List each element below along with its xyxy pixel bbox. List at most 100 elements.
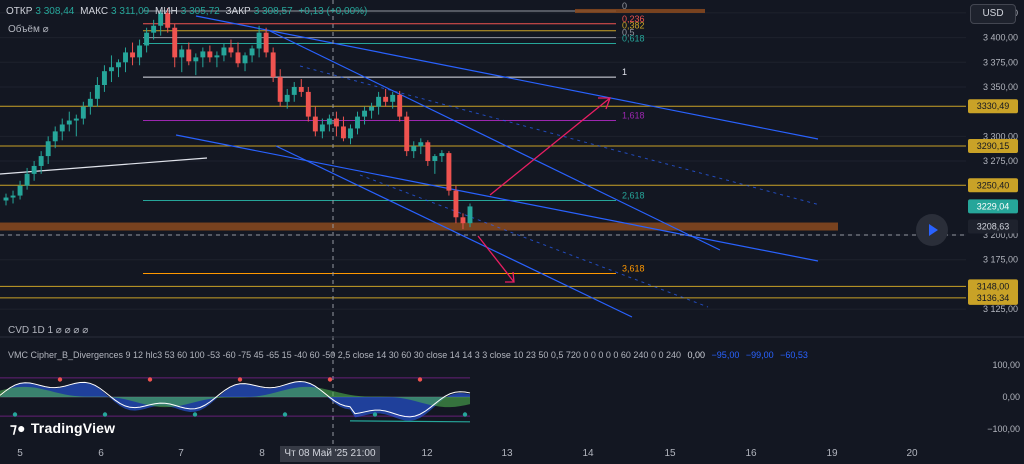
projection-arrows [477,97,611,283]
open-value: 3 308,44 [35,6,75,17]
price-level-value: 3290,15 [977,141,1010,151]
cvd-legend[interactable]: CVD 1D 1 ⌀ ⌀ ⌀ ⌀ [8,325,88,336]
osc-signal-dot [372,412,378,417]
osc-signal-dot [102,412,108,417]
ohlc-header: ОТКР 3 308,44 МАКС 3 311,09 МИН 3 305,72 ЗА… [6,6,370,17]
price-axis[interactable]: 3 425,003 400,003 375,003 350,003 300,00… [968,8,1018,314]
fib-level-label: 0,618 [622,34,645,44]
price-level-tag [968,290,1018,305]
osc-tick-label: 0,00 [1002,392,1020,402]
cvd-label: CVD 1D 1 [8,325,54,336]
time-tick-label: 8 [259,448,265,459]
candle-body [179,49,185,58]
low-label: МИН [155,6,178,17]
fib-level-label: 0,382 [622,21,645,31]
play-icon [929,224,938,236]
play-button[interactable] [916,214,948,246]
candle-body [130,52,136,58]
candle-body [298,86,304,92]
high-label: МАКС [80,6,109,17]
candle-body [45,141,51,157]
price-level-value: 3148,00 [977,281,1010,291]
price-level-tag [968,99,1018,114]
candle-body [137,45,143,58]
time-tick-label: 20 [906,448,918,459]
price-level-value: 3229,04 [977,201,1010,211]
candle-body [383,96,389,102]
fib-level-label: 3,618 [622,264,645,274]
resistance-zone [575,8,705,13]
time-tick-label: 5 [17,448,23,459]
candle-body [38,156,44,166]
candle-body [291,86,297,95]
currency-button[interactable]: USD [970,4,1016,24]
price-tick-label: 3 400,00 [983,33,1018,43]
candle-body [411,146,417,152]
candle-body [319,124,325,132]
osc-signal-dot [282,412,288,417]
candle-body [123,52,128,63]
low-value: 3 305,72 [180,6,220,17]
candle-body [460,217,466,224]
candle-body [256,32,262,49]
candle-body [116,62,121,68]
tradingview-logo-icon: ⁊● [10,420,26,436]
time-tick-label: 13 [501,448,513,459]
close-label: ЗАКР [225,6,251,17]
price-level-value: 3330,49 [977,101,1010,111]
candle-body [355,116,360,129]
candle-body [376,96,382,107]
candle-body [277,77,283,102]
candle-body [151,25,157,33]
price-level-tag [968,279,1018,294]
candle-body [390,94,396,102]
osc-tick-label: −100,00 [987,424,1020,434]
vmc-value-1: 0,00 [687,350,706,360]
candle-body [3,197,9,201]
price-tick-label: 3 375,00 [983,57,1018,67]
change-value: +0,13 (+0,00%) [298,6,368,17]
osc-signal-dot [327,377,333,382]
vmc-value-2: −95,00 [711,350,740,360]
tradingview-logo[interactable]: ⁊● TradingView [10,420,115,437]
osc-signal-dot [192,412,198,417]
candle-body [270,52,276,78]
candle-body [263,32,269,53]
time-tick-label: 12 [421,448,433,459]
volume-legend[interactable]: Объём ⌀ [8,24,49,35]
osc-signal-dot [147,377,153,382]
candle-body [10,195,16,198]
candle-body [31,165,37,174]
logo-text: TradingView [30,420,116,436]
fib-level-label: 1 [622,67,627,77]
eye-off-icon[interactable]: ⌀ [42,24,49,35]
price-level-value: 3208,63 [977,222,1010,232]
osc-signal-dot [417,377,423,382]
time-tick-label: 15 [664,448,676,459]
osc-divergence-line [349,420,471,423]
oscillator-axis: 100,00 0,00 −100,00 [987,360,1020,434]
candle-body [80,106,86,119]
candle-body [369,106,375,111]
candle-body [305,91,311,117]
trend-channel [0,15,821,318]
candlestick-series [3,8,473,230]
osc-signal-dot [12,412,18,417]
candle-body [284,94,290,102]
candle-body [235,52,241,64]
vmc-legend[interactable]: VMC Cipher_B_Divergences 9 12 hlc3 53 60… [8,350,808,360]
price-level-tag [968,199,1018,214]
candle-body [73,118,79,121]
time-tick-label: 7 [178,448,184,459]
candle-body [432,156,438,162]
candle-body [425,142,431,162]
fib-level-label: 0,5 [622,28,635,38]
price-tick-label: 3 350,00 [983,82,1018,92]
indicator-settings-icon[interactable]: ⌀ ⌀ ⌀ ⌀ [55,325,89,336]
candle-body [158,12,164,26]
time-tick-label: 6 [98,448,104,459]
time-tick-label: 14 [582,448,594,459]
fib-level-label: 0 [622,1,627,11]
